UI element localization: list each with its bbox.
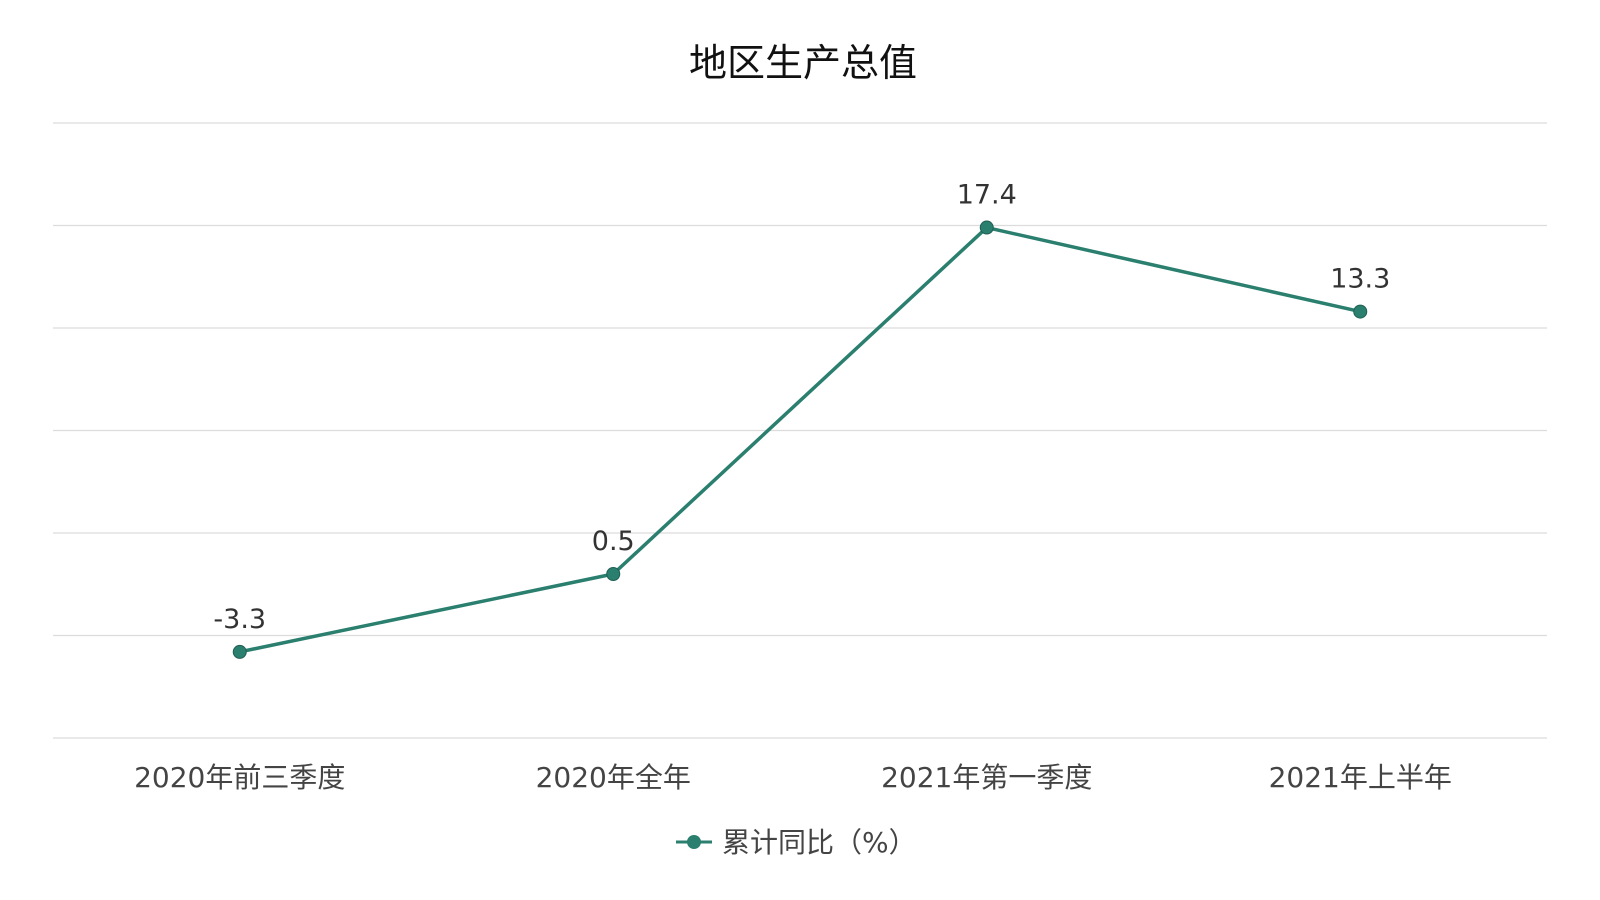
data-label: -3.3: [213, 604, 266, 635]
x-tick-label: 2021年上半年: [1269, 761, 1452, 794]
data-point[interactable]: [979, 220, 994, 235]
data-point[interactable]: [232, 644, 247, 659]
legend-label: 累计同比（%）: [722, 826, 917, 859]
x-axis-labels: 2020年前三季度 2020年全年 2021年第一季度 2021年上半年: [134, 761, 1452, 794]
x-tick-label: 2020年前三季度: [134, 761, 345, 794]
data-label: 0.5: [592, 526, 635, 557]
series-points: [232, 220, 1368, 659]
x-tick-label: 2020年全年: [536, 761, 691, 794]
data-label: 17.4: [957, 180, 1017, 211]
chart-title: 地区生产总值: [689, 41, 917, 85]
data-labels: -3.3 0.5 17.4 13.3: [213, 180, 1390, 635]
data-point[interactable]: [606, 567, 621, 581]
series-lines: [239, 225, 1361, 654]
legend[interactable]: 累计同比（%）: [676, 826, 917, 859]
legend-point-marker: [687, 835, 701, 849]
gridlines: [53, 122, 1547, 739]
x-tick-label: 2021年第一季度: [881, 761, 1092, 794]
data-point[interactable]: [1353, 304, 1368, 319]
data-label: 13.3: [1330, 264, 1390, 295]
series-line: [239, 225, 1361, 654]
